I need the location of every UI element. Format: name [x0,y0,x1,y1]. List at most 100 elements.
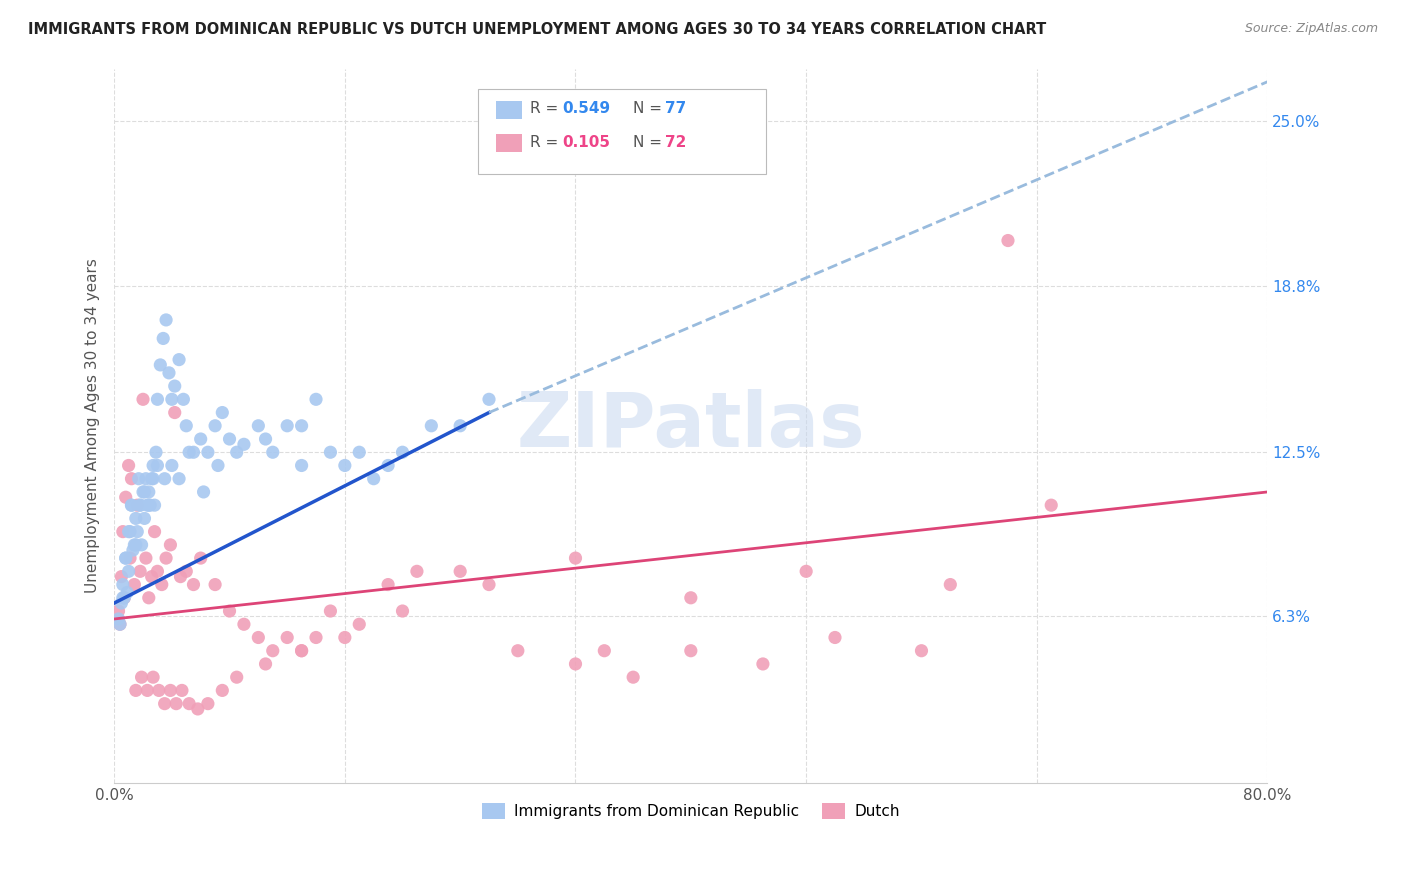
Point [232,617,254,632]
Point [197,445,219,459]
Point [349,617,371,632]
Point [146,392,169,407]
Point [111,591,134,605]
Point [997,234,1019,248]
Text: IMMIGRANTS FROM DOMINICAN REPUBLIC VS DUTCH UNEMPLOYMENT AMONG AGES 30 TO 34 YEA: IMMIGRANTS FROM DOMINICAN REPUBLIC VS DU… [28,22,1046,37]
Point [333,458,356,473]
Point [225,670,247,684]
Point [134,485,156,500]
Point [160,392,183,407]
Point [146,458,169,473]
Point [127,524,149,539]
Point [107,604,129,618]
Text: 0.549: 0.549 [562,102,610,116]
Point [174,565,197,579]
Point [478,392,501,407]
Point [160,458,183,473]
Point [170,683,193,698]
Point [190,432,212,446]
Point [319,604,342,618]
Point [1040,498,1063,512]
Text: R =: R = [530,102,564,116]
Point [153,697,176,711]
Point [169,569,191,583]
Point [305,631,328,645]
Point [211,683,233,698]
Point [129,498,152,512]
Point [163,405,186,419]
Point [190,551,212,566]
Point [363,472,385,486]
Point [276,418,298,433]
Point [349,445,371,459]
Point [134,511,156,525]
Point [157,366,180,380]
Point [143,498,166,512]
Point [406,565,429,579]
Point [136,683,159,698]
Point [150,577,173,591]
Point [132,485,155,500]
Point [135,472,157,486]
Point [305,392,328,407]
Point [122,543,145,558]
Point [132,392,155,407]
Point [621,670,644,684]
Point [165,697,187,711]
Point [152,331,174,345]
Point [114,551,136,566]
Point [391,445,413,459]
Point [752,657,775,671]
Point [449,418,471,433]
Point [141,472,163,486]
Point [506,644,529,658]
Point [125,538,148,552]
Point [211,405,233,419]
Point [291,418,314,433]
Point [114,551,136,566]
Point [135,551,157,566]
Point [108,617,131,632]
Point [679,644,702,658]
Point [138,591,160,605]
Point [679,591,702,605]
Point [247,631,270,645]
Point [148,683,170,698]
Point [218,604,240,618]
Point [204,577,226,591]
Point [319,445,342,459]
Text: Source: ZipAtlas.com: Source: ZipAtlas.com [1244,22,1378,36]
Point [218,432,240,446]
Point [107,612,129,626]
Point [179,697,201,711]
Point [143,524,166,539]
Point [141,569,163,583]
Point [127,498,149,512]
Point [146,565,169,579]
Text: R =: R = [530,136,564,150]
Point [124,577,146,591]
Point [204,418,226,433]
Point [128,472,150,486]
Point [262,445,284,459]
Point [291,458,314,473]
Point [139,498,162,512]
Point [247,418,270,433]
Point [121,498,143,512]
Point [262,644,284,658]
Point [121,472,143,486]
Point [377,458,399,473]
Point [159,538,181,552]
Point [155,313,177,327]
Point [118,551,141,566]
Point [187,702,209,716]
Point [129,565,152,579]
Text: 77: 77 [665,102,686,116]
Point [291,644,314,658]
Point [939,577,962,591]
Point [333,631,356,645]
Point [142,472,165,486]
Point [111,524,134,539]
Text: 0.105: 0.105 [562,136,610,150]
Point [391,604,413,618]
